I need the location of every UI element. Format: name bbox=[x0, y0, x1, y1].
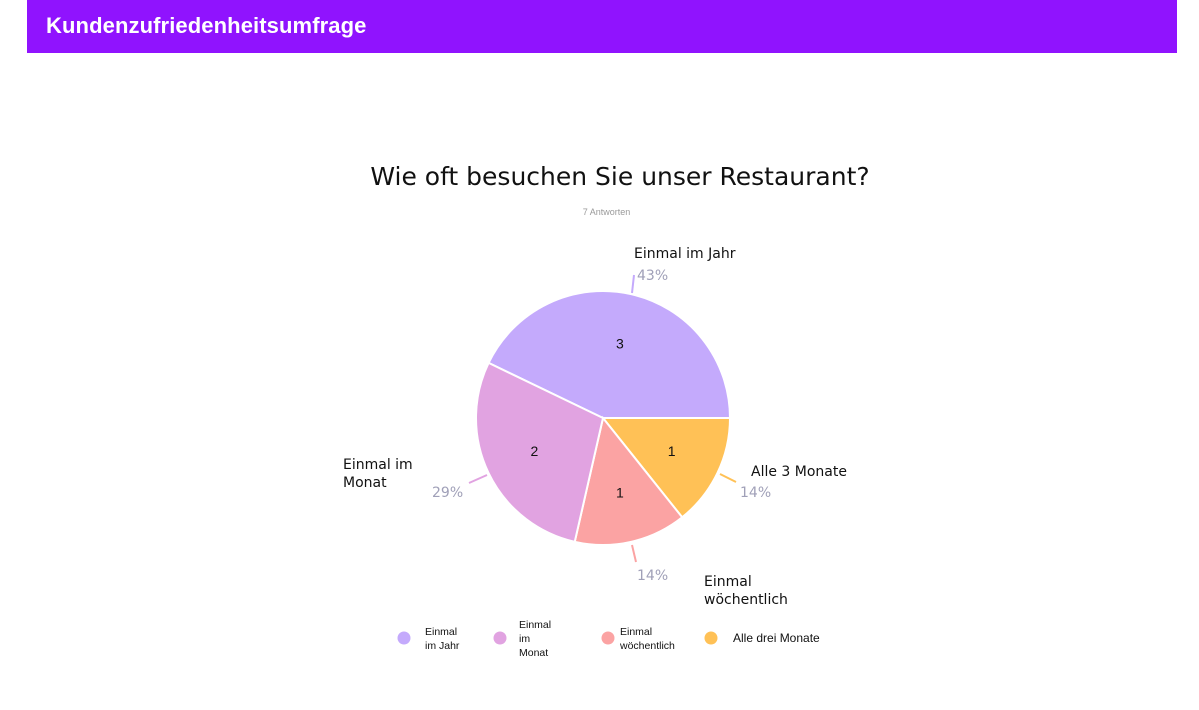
response-count: 7 Antworten bbox=[582, 207, 631, 217]
legend-label: Alle drei Monate bbox=[733, 631, 820, 645]
slice-category-label: Einmal wöchentlich bbox=[704, 574, 788, 608]
app-title: Kundenzufriedenheitsumfrage bbox=[46, 13, 367, 38]
legend-swatch bbox=[397, 631, 411, 645]
pie-slice bbox=[573, 415, 684, 546]
chart-title: Wie oft besuchen Sie unser Restaurant? bbox=[370, 162, 870, 191]
slice-category-label: Alle 3 Monate bbox=[751, 464, 847, 480]
pie-slice bbox=[475, 361, 605, 544]
slice-percent-label: 14% bbox=[637, 568, 668, 584]
legend-label: Einmal im Jahr bbox=[425, 626, 460, 652]
slice-category-label: Einmal im Monat bbox=[343, 457, 413, 491]
slice-percent-label: 43% bbox=[637, 268, 668, 284]
legend-swatch bbox=[704, 631, 718, 645]
app-header: Kundenzufriedenheitsumfrage bbox=[27, 0, 1177, 53]
legend-label: Einmal im Monat bbox=[519, 619, 551, 659]
pie-slice bbox=[487, 290, 732, 419]
legend-swatch bbox=[493, 631, 507, 645]
leader-line bbox=[719, 473, 737, 483]
legend-swatch bbox=[601, 631, 615, 645]
slice-category-label: Einmal im Jahr bbox=[634, 246, 736, 262]
slice-value-label: 1 bbox=[668, 443, 676, 459]
slice-value-label: 2 bbox=[530, 443, 538, 459]
slice-percent-label: 29% bbox=[432, 485, 463, 501]
slice-value-label: 3 bbox=[616, 336, 624, 352]
slice-percent-label: 14% bbox=[740, 485, 771, 501]
leader-line bbox=[631, 544, 637, 563]
leader-line bbox=[468, 474, 488, 484]
legend-label: Einmal wöchentlich bbox=[619, 626, 675, 652]
pie-slice bbox=[600, 417, 732, 519]
slice-value-label: 1 bbox=[616, 484, 624, 500]
leader-line bbox=[631, 274, 635, 294]
